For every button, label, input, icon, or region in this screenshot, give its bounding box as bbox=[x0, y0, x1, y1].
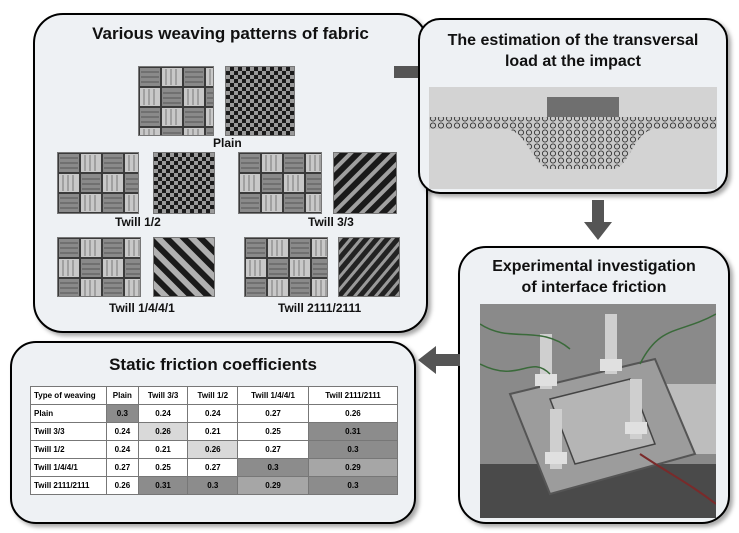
table-cell: 0.24 bbox=[187, 404, 239, 423]
row-header-cell: Twill 3/3 bbox=[30, 422, 107, 441]
plain-pattern-image bbox=[225, 66, 295, 136]
table-header-cell: Twill 3/3 bbox=[137, 386, 189, 405]
table-cell: 0.3 bbox=[307, 440, 399, 459]
twill-3-3-pattern-image bbox=[333, 152, 397, 214]
table-cell: 0.31 bbox=[307, 422, 399, 441]
table-cell: 0.31 bbox=[137, 476, 189, 495]
table-header-cell: Twill 1/2 bbox=[187, 386, 239, 405]
table-cell: 0.24 bbox=[106, 422, 139, 441]
twill-1-4-4-1-pattern-image bbox=[153, 237, 215, 297]
table-header-cell: Twill 1/4/4/1 bbox=[237, 386, 309, 405]
twill-2111-label: Twill 2111/2111 bbox=[278, 301, 362, 315]
experimental-title-line2: of interface friction bbox=[521, 279, 667, 296]
table-cell: 0.27 bbox=[237, 404, 309, 423]
row-header-cell: Plain bbox=[30, 404, 107, 423]
row-header-cell: Twill 2111/2111 bbox=[30, 476, 107, 495]
impact-simulation-image bbox=[429, 87, 717, 189]
table-cell: 0.29 bbox=[307, 458, 399, 477]
twill-3-3-yarn-image bbox=[238, 152, 322, 214]
table-cell: 0.3 bbox=[187, 476, 239, 495]
table-cell: 0.24 bbox=[106, 440, 139, 459]
experimental-title-line1: Experimental investigation bbox=[492, 258, 696, 275]
table-cell: 0.25 bbox=[137, 458, 189, 477]
arrow-left-icon bbox=[418, 346, 460, 374]
weaving-panel-title: Various weaving patterns of fabric bbox=[92, 24, 369, 43]
table-cell: 0.3 bbox=[307, 476, 399, 495]
table-header-cell: Plain bbox=[106, 386, 139, 405]
table-cell: 0.26 bbox=[187, 440, 239, 459]
twill-3-3-label: Twill 3/3 bbox=[308, 215, 354, 229]
table-header-row: Type of weaving Plain Twill 3/3 Twill 1/2 Tw… bbox=[30, 386, 399, 405]
table-row: Twill 2111/2111 0.26 0.31 0.3 0.29 0.3 bbox=[30, 476, 399, 495]
plain-label: Plain bbox=[213, 136, 242, 150]
table-cell: 0.26 bbox=[307, 404, 399, 423]
table-cell: 0.25 bbox=[237, 422, 309, 441]
table-cell: 0.21 bbox=[137, 440, 189, 459]
friction-coefficients-table: Type of weaving Plain Twill 3/3 Twill 1/2 Tw… bbox=[30, 386, 399, 495]
estimation-title-line1: The estimation of the transversal bbox=[447, 32, 699, 49]
table-cell: 0.3 bbox=[106, 404, 139, 423]
twill-1-4-4-1-label: Twill 1/4/4/1 bbox=[109, 301, 175, 315]
table-cell: 0.26 bbox=[106, 476, 139, 495]
experimental-panel: Experimental investigation of interface … bbox=[458, 246, 730, 524]
plain-yarn-image bbox=[138, 66, 214, 136]
friction-panel-title: Static friction coefficients bbox=[109, 355, 317, 374]
table-cell: 0.3 bbox=[237, 458, 309, 477]
estimation-panel: The estimation of the transversal load a… bbox=[418, 18, 728, 194]
table-cell: 0.27 bbox=[237, 440, 309, 459]
table-cell: 0.29 bbox=[237, 476, 309, 495]
friction-test-rig-photo bbox=[480, 304, 716, 518]
twill-1-4-4-1-yarn-image bbox=[57, 237, 141, 297]
twill-1-2-pattern-image bbox=[153, 152, 215, 214]
arrow-down-icon bbox=[584, 200, 612, 240]
table-cell: 0.21 bbox=[187, 422, 239, 441]
table-cell: 0.26 bbox=[137, 422, 189, 441]
table-row: Twill 3/3 0.24 0.26 0.21 0.25 0.31 bbox=[30, 422, 399, 441]
table-cell: 0.24 bbox=[137, 404, 189, 423]
table-cell: 0.27 bbox=[106, 458, 139, 477]
table-header-cell: Twill 2111/2111 bbox=[307, 386, 399, 405]
table-header-cell: Type of weaving bbox=[30, 386, 107, 405]
table-row: Twill 1/4/4/1 0.27 0.25 0.27 0.3 0.29 bbox=[30, 458, 399, 477]
row-header-cell: Twill 1/2 bbox=[30, 440, 107, 459]
table-row: Twill 1/2 0.24 0.21 0.26 0.27 0.3 bbox=[30, 440, 399, 459]
twill-2111-yarn-image bbox=[244, 237, 328, 297]
twill-2111-pattern-image bbox=[338, 237, 400, 297]
static-friction-panel: Static friction coefficients Type of wea… bbox=[10, 341, 416, 524]
row-header-cell: Twill 1/4/4/1 bbox=[30, 458, 107, 477]
table-row: Plain 0.3 0.24 0.24 0.27 0.26 bbox=[30, 404, 399, 423]
weaving-patterns-panel: Various weaving patterns of fabric Plain… bbox=[33, 13, 428, 333]
twill-1-2-label: Twill 1/2 bbox=[115, 215, 161, 229]
table-cell: 0.27 bbox=[187, 458, 239, 477]
twill-1-2-yarn-image bbox=[57, 152, 139, 214]
estimation-title-line2: load at the impact bbox=[504, 53, 642, 70]
